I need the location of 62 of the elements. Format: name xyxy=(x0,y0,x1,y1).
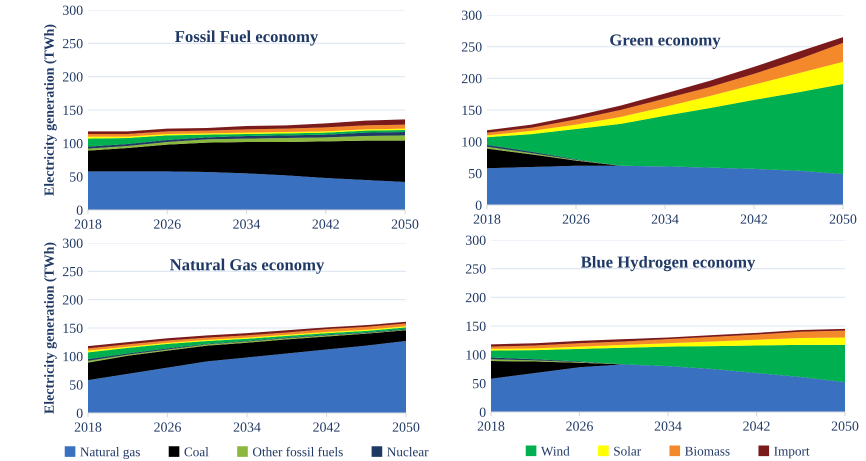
y-tick-label: 150 xyxy=(64,324,83,333)
text: Natural Gas economy xyxy=(170,258,324,274)
legend-label: Coal xyxy=(184,447,209,456)
y-axis-title: Electricity generation (TWh) xyxy=(44,24,57,196)
legend-label: Import xyxy=(774,446,810,458)
x-tick-label: 2018 xyxy=(74,422,102,432)
y-tick-label: 50 xyxy=(469,168,482,178)
y-tick-label: 150 xyxy=(466,322,486,331)
x-tick-label: 2042 xyxy=(313,422,340,432)
x-tick-label: 2042 xyxy=(740,214,768,224)
y-tick-label: 200 xyxy=(62,72,83,82)
y-tick-label: 0 xyxy=(476,200,482,210)
y-tick-label: 50 xyxy=(70,380,83,390)
x-tick-label: 2034 xyxy=(233,219,260,229)
x-tick-label: 2042 xyxy=(312,219,339,229)
legend-label: Other fossil fuels xyxy=(252,446,343,456)
x-tick-label: 2050 xyxy=(830,214,856,224)
x-tick-label: 2050 xyxy=(392,422,420,432)
x-tick-label: 2050 xyxy=(392,219,418,229)
x-tick-label: 2026 xyxy=(562,214,590,224)
text: Green economy xyxy=(610,34,720,49)
y-axis-title: Electricity generation (TWh) xyxy=(44,242,57,414)
text: Fossil Fuel economy xyxy=(175,30,318,46)
y-tick-label: 0 xyxy=(76,206,83,215)
y-tick-label: 200 xyxy=(62,295,83,305)
legend-label: Natural gas xyxy=(80,447,140,460)
y-tick-label: 50 xyxy=(473,378,486,388)
y-tick-label: 300 xyxy=(462,10,482,20)
y-tick-label: 150 xyxy=(462,106,482,115)
x-tick-label: 2034 xyxy=(234,422,261,432)
x-tick-label: 2050 xyxy=(832,421,858,431)
y-tick-label: 250 xyxy=(62,38,83,48)
y-tick-label: 100 xyxy=(466,350,486,360)
x-tick-label: 2026 xyxy=(154,219,181,229)
y-tick-label: 200 xyxy=(466,292,486,302)
x-tick-label: 2018 xyxy=(74,219,102,229)
y-tick-label: 50 xyxy=(70,172,83,182)
legend-label: Wind xyxy=(540,446,570,456)
legend-label: Solar xyxy=(614,446,642,456)
legend-label: Biomass xyxy=(685,446,730,456)
text: Blue Hydrogen economy xyxy=(580,256,756,272)
x-tick-label: 2026 xyxy=(566,421,593,431)
x-tick-label: 2026 xyxy=(154,422,181,432)
y-tick-label: 250 xyxy=(62,266,83,276)
y-tick-label: 0 xyxy=(76,408,83,418)
y-tick-label: 200 xyxy=(462,74,482,84)
x-tick-label: 2018 xyxy=(474,214,500,224)
y-tick-label: 300 xyxy=(62,238,83,248)
y-tick-label: 0 xyxy=(480,408,486,417)
y-tick-label: 100 xyxy=(64,352,83,362)
x-tick-label: 2034 xyxy=(654,421,682,431)
x-tick-label: 2034 xyxy=(652,214,679,224)
y-tick-label: 300 xyxy=(62,6,83,15)
x-tick-label: 2018 xyxy=(478,421,504,431)
y-tick-label: 150 xyxy=(64,106,83,115)
y-tick-label: 100 xyxy=(64,138,83,148)
y-tick-label: 300 xyxy=(466,236,486,245)
x-tick-label: 2042 xyxy=(743,421,770,431)
y-tick-label: 100 xyxy=(462,137,482,147)
y-tick-label: 250 xyxy=(466,264,486,274)
legend-label: Nuclear xyxy=(387,447,428,456)
y-tick-label: 250 xyxy=(462,42,482,52)
